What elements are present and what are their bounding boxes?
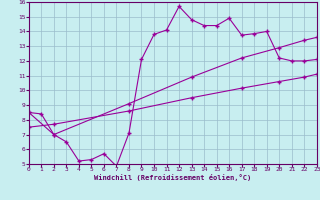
X-axis label: Windchill (Refroidissement éolien,°C): Windchill (Refroidissement éolien,°C) (94, 174, 252, 181)
